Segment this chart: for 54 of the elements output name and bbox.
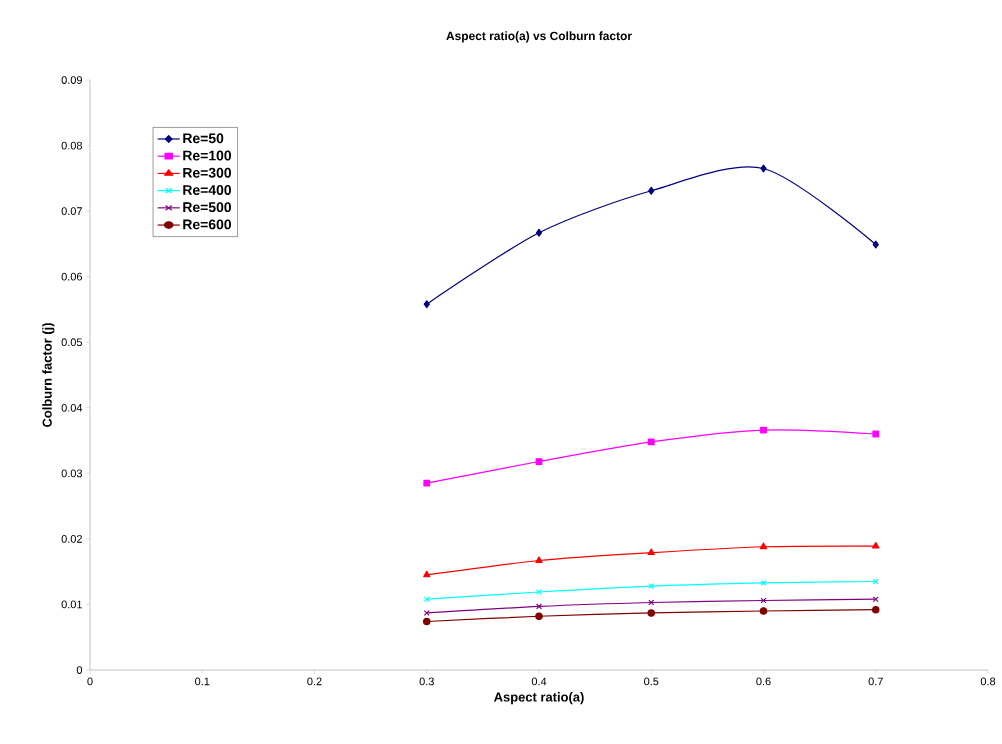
x-tick-label: 0.6 bbox=[756, 677, 771, 686]
point bbox=[648, 599, 655, 606]
legend-label: Re=400 bbox=[183, 185, 232, 195]
point bbox=[760, 579, 767, 586]
x-tick-label: 0.5 bbox=[644, 677, 659, 686]
point bbox=[759, 542, 768, 550]
point bbox=[535, 228, 543, 237]
point bbox=[535, 458, 543, 465]
point bbox=[648, 186, 655, 195]
y-tick-label: 0 bbox=[76, 666, 83, 674]
legend-label: Re=500 bbox=[183, 202, 232, 213]
x-tick-label: 0.7 bbox=[868, 677, 883, 686]
point bbox=[759, 607, 768, 615]
point bbox=[760, 164, 767, 173]
y-axis-title: Colburn factor (j) bbox=[42, 323, 55, 427]
point bbox=[872, 578, 879, 585]
point bbox=[871, 605, 880, 614]
x-tick-label: 0 bbox=[87, 677, 93, 686]
legend-label: Re=300 bbox=[183, 167, 232, 178]
y-tick-label: 0.03 bbox=[61, 469, 83, 478]
point bbox=[872, 430, 880, 438]
point bbox=[423, 300, 430, 309]
x-tick-label: 0.4 bbox=[531, 677, 547, 686]
point bbox=[647, 438, 655, 446]
y-tick-label: 0.01 bbox=[61, 600, 82, 609]
x-axis-title: Aspect ratio(a) bbox=[493, 692, 584, 705]
y-tick-label: 0.02 bbox=[61, 535, 82, 543]
point bbox=[536, 603, 542, 610]
y-tick-label: 0.05 bbox=[61, 338, 83, 347]
point bbox=[535, 612, 543, 621]
point bbox=[648, 583, 655, 590]
point bbox=[647, 609, 656, 617]
y-tick-label: 0.04 bbox=[61, 403, 83, 412]
x-tick-label: 0.1 bbox=[195, 677, 210, 686]
point bbox=[872, 541, 880, 549]
point bbox=[423, 609, 430, 616]
x-tick-label: 0.3 bbox=[419, 677, 434, 686]
x-tick-label: 0.8 bbox=[980, 677, 996, 686]
point bbox=[422, 617, 431, 626]
point bbox=[423, 479, 431, 487]
legend-label: Re=50 bbox=[183, 133, 224, 144]
legend-label: Re=600 bbox=[183, 219, 232, 230]
y-tick-label: 0.07 bbox=[61, 207, 82, 215]
point bbox=[423, 570, 431, 578]
y-tick-label: 0.08 bbox=[61, 141, 83, 150]
x-tick-label: 0.2 bbox=[307, 677, 322, 686]
legend-label: Re=100 bbox=[183, 150, 232, 161]
point bbox=[647, 548, 655, 556]
y-tick-label: 0.09 bbox=[61, 76, 82, 84]
point bbox=[872, 240, 879, 249]
chart-title: Aspect ratio(a) vs Colburn factor bbox=[446, 31, 632, 43]
point bbox=[760, 426, 767, 434]
y-tick-label: 0.06 bbox=[61, 272, 83, 281]
point bbox=[535, 556, 543, 563]
